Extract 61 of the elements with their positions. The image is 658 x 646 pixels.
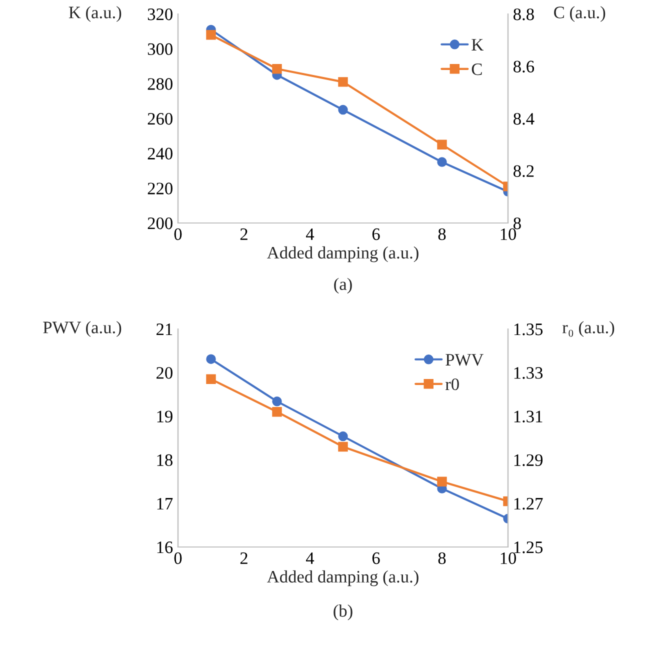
point (206, 354, 216, 364)
y2-tick-label: 8.4 (514, 112, 534, 125)
y2-tick-label: 1.29 (514, 454, 543, 466)
y-tick-label: 260 (148, 112, 172, 125)
y2-tick-label: 1.31 (514, 410, 542, 422)
y-tick-label: 200 (148, 217, 172, 230)
y-tick-label: 220 (148, 182, 172, 194)
point (338, 104, 348, 115)
y-tick-label: 16 (157, 542, 173, 554)
y2-tick-label: 1.33 (514, 367, 543, 379)
x-tick-label: 0 (174, 228, 182, 240)
y-tick-label: 300 (148, 43, 172, 56)
y2-tick-label: 8.2 (514, 165, 534, 178)
y2-tick-label: 8 (514, 217, 521, 230)
legend-label: K (472, 39, 484, 50)
y2-tick-label: 1.35 (514, 324, 543, 336)
legend-label: r0 (445, 378, 459, 390)
x-tick-label: 10 (500, 552, 516, 564)
x-tick-label: 8 (438, 552, 446, 564)
x-tick-label: 6 (372, 552, 380, 564)
point (338, 77, 348, 87)
point (338, 442, 348, 452)
y-axis-title: K (a.u.) (68, 6, 122, 22)
point (272, 396, 282, 406)
y-tick-label: 320 (148, 8, 172, 20)
x-tick-label: 6 (372, 228, 380, 240)
point (272, 406, 282, 417)
y-tick-label: 280 (148, 78, 172, 90)
x-tick-label: 2 (240, 228, 248, 240)
x-tick-label: 10 (500, 228, 516, 240)
point (206, 30, 216, 40)
text: (a) (334, 278, 352, 294)
y2-tick-label: 8.6 (514, 60, 534, 73)
point (437, 157, 447, 167)
point (437, 140, 447, 150)
x-tick-label: 2 (240, 552, 248, 564)
point (437, 476, 447, 486)
y-tick-label: 19 (157, 410, 172, 422)
x-tick-label: 0 (174, 552, 182, 564)
x-tick-label: 4 (306, 228, 314, 240)
y-axis-title: PWV (a.u.) (43, 321, 122, 337)
y2-tick-label: 1.25 (514, 542, 543, 554)
legend-label: C (472, 63, 482, 76)
y2-tick-label: 8.8 (514, 8, 534, 20)
x-tick-label: 4 (306, 552, 314, 564)
y-tick-label: 17 (157, 498, 173, 510)
legend-label: PWV (446, 354, 484, 366)
point (206, 374, 216, 384)
y2-axis-title: C (a.u.) (554, 6, 606, 22)
x-axis-title: Added damping (a.u.) (266, 570, 418, 586)
y2-axis-title: r₀ (a.u.) (562, 321, 614, 337)
y-tick-label: 240 (148, 148, 172, 160)
point (338, 431, 348, 442)
y-tick-label: 20 (156, 367, 172, 379)
x-tick-label: 8 (438, 228, 446, 240)
text: (b) (334, 604, 352, 620)
y2-tick-label: 1.27 (514, 498, 543, 510)
y-tick-label: 21 (156, 324, 172, 336)
point (272, 64, 282, 74)
y-tick-label: 18 (157, 454, 172, 466)
x-axis-title: Added damping (a.u.) (266, 246, 418, 262)
